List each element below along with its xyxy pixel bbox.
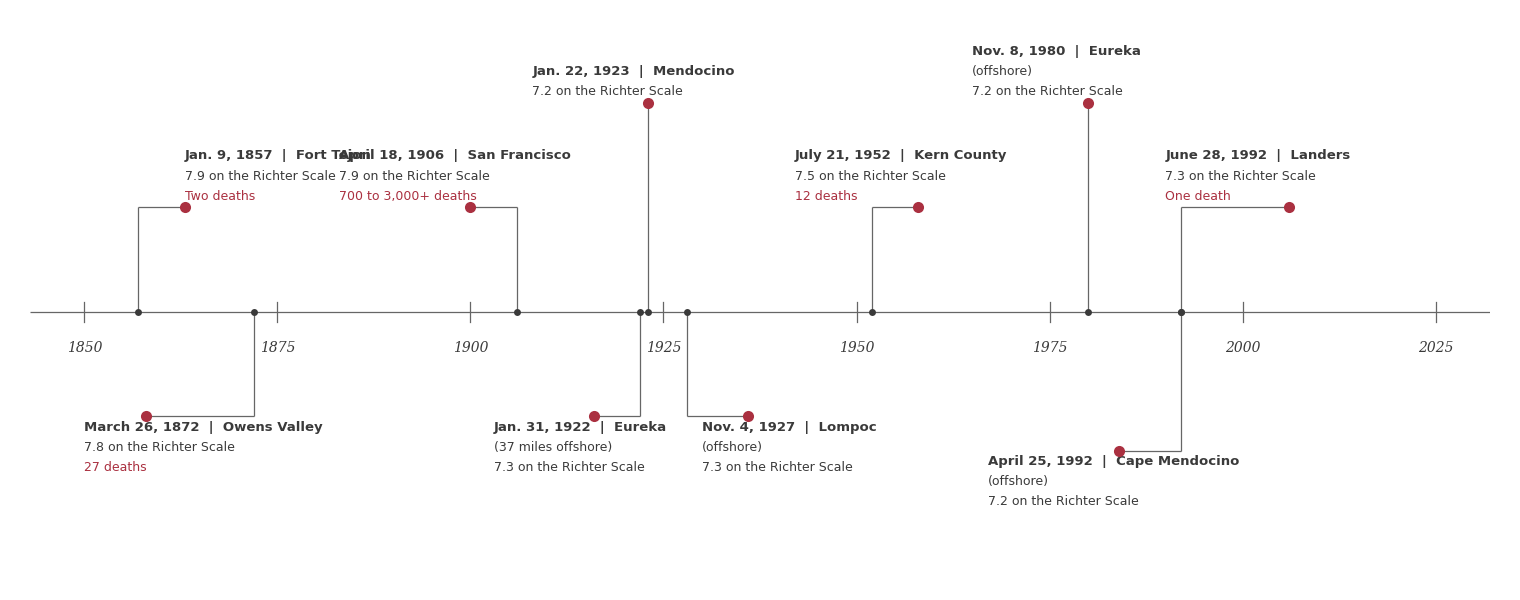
Text: 7.5 on the Richter Scale: 7.5 on the Richter Scale: [795, 170, 945, 182]
Text: 7.2 on the Richter Scale: 7.2 on the Richter Scale: [973, 85, 1123, 98]
Text: June 28, 1992  |  Landers: June 28, 1992 | Landers: [1166, 149, 1351, 163]
Text: July 21, 1952  |  Kern County: July 21, 1952 | Kern County: [795, 149, 1008, 163]
Text: 7.3 on the Richter Scale: 7.3 on the Richter Scale: [702, 461, 853, 474]
Text: April 18, 1906  |  San Francisco: April 18, 1906 | San Francisco: [339, 149, 572, 163]
Text: 1975: 1975: [1032, 341, 1067, 355]
Text: 700 to 3,000+ deaths: 700 to 3,000+ deaths: [339, 190, 477, 203]
Text: 2000: 2000: [1225, 341, 1260, 355]
Text: 7.3 on the Richter Scale: 7.3 on the Richter Scale: [1166, 170, 1316, 182]
Text: (37 miles offshore): (37 miles offshore): [494, 440, 613, 454]
Text: Jan. 9, 1857  |  Fort Tejon: Jan. 9, 1857 | Fort Tejon: [185, 149, 372, 163]
Text: 1900: 1900: [453, 341, 488, 355]
Text: 1925: 1925: [646, 341, 681, 355]
Text: 7.9 on the Richter Scale: 7.9 on the Richter Scale: [339, 170, 489, 182]
Text: 7.2 on the Richter Scale: 7.2 on the Richter Scale: [532, 85, 682, 98]
Text: One death: One death: [1166, 190, 1231, 203]
Text: 2025: 2025: [1418, 341, 1453, 355]
Text: 1950: 1950: [839, 341, 874, 355]
Text: (offshore): (offshore): [988, 475, 1049, 488]
Text: 12 deaths: 12 deaths: [795, 190, 857, 203]
Text: Two deaths: Two deaths: [185, 190, 255, 203]
Text: 7.2 on the Richter Scale: 7.2 on the Richter Scale: [988, 496, 1138, 508]
Text: 7.9 on the Richter Scale: 7.9 on the Richter Scale: [185, 170, 336, 182]
Text: 1875: 1875: [260, 341, 295, 355]
Text: April 25, 1992  |  Cape Mendocino: April 25, 1992 | Cape Mendocino: [988, 455, 1239, 468]
Text: 7.8 on the Richter Scale: 7.8 on the Richter Scale: [85, 440, 236, 454]
Text: 1850: 1850: [67, 341, 102, 355]
Text: 7.3 on the Richter Scale: 7.3 on the Richter Scale: [494, 461, 644, 474]
Text: Nov. 8, 1980  |  Eureka: Nov. 8, 1980 | Eureka: [973, 45, 1142, 58]
Text: 27 deaths: 27 deaths: [85, 461, 147, 474]
Text: (offshore): (offshore): [702, 440, 763, 454]
Text: (offshore): (offshore): [973, 65, 1034, 78]
Text: Jan. 31, 1922  |  Eureka: Jan. 31, 1922 | Eureka: [494, 421, 667, 434]
Text: March 26, 1872  |  Owens Valley: March 26, 1872 | Owens Valley: [85, 421, 324, 434]
Text: Jan. 22, 1923  |  Mendocino: Jan. 22, 1923 | Mendocino: [532, 65, 734, 78]
Text: Nov. 4, 1927  |  Lompoc: Nov. 4, 1927 | Lompoc: [702, 421, 877, 434]
